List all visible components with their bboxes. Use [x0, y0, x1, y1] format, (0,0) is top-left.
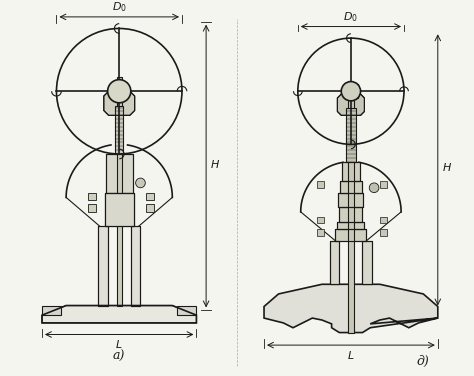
Bar	[88, 193, 96, 200]
Circle shape	[341, 82, 361, 101]
Bar	[317, 181, 324, 188]
Bar	[346, 108, 356, 162]
Polygon shape	[344, 85, 358, 98]
Polygon shape	[339, 207, 363, 221]
Polygon shape	[106, 154, 133, 193]
Bar	[42, 306, 61, 315]
Bar	[146, 193, 154, 200]
Polygon shape	[131, 226, 140, 306]
Bar	[348, 91, 354, 332]
Bar	[115, 106, 123, 154]
Text: $D_0$: $D_0$	[344, 10, 358, 24]
Circle shape	[108, 80, 131, 103]
Bar	[380, 181, 387, 188]
Bar	[105, 193, 134, 226]
Bar	[146, 204, 154, 212]
Bar	[380, 229, 387, 236]
Text: a): a)	[113, 350, 126, 363]
Polygon shape	[104, 91, 135, 115]
Polygon shape	[338, 193, 364, 207]
Polygon shape	[42, 306, 196, 323]
Bar	[88, 204, 96, 212]
Text: $L$: $L$	[347, 349, 355, 361]
Polygon shape	[105, 193, 134, 226]
Bar	[317, 217, 324, 223]
Polygon shape	[264, 284, 438, 332]
Polygon shape	[98, 226, 108, 306]
Bar	[317, 229, 324, 236]
Bar	[177, 306, 196, 315]
Text: $L$: $L$	[116, 338, 123, 350]
Polygon shape	[330, 241, 339, 284]
Polygon shape	[337, 221, 365, 229]
Bar	[117, 77, 122, 306]
Polygon shape	[111, 83, 128, 99]
Circle shape	[369, 183, 379, 193]
Text: $H$: $H$	[442, 161, 452, 173]
Circle shape	[136, 178, 146, 188]
Polygon shape	[342, 162, 360, 181]
Polygon shape	[340, 181, 362, 193]
Polygon shape	[363, 241, 372, 284]
Text: $H$: $H$	[210, 158, 220, 170]
Bar	[380, 217, 387, 223]
Polygon shape	[337, 94, 365, 115]
Polygon shape	[336, 229, 366, 241]
Text: $D_0$: $D_0$	[112, 0, 127, 14]
Text: д): д)	[417, 355, 430, 368]
